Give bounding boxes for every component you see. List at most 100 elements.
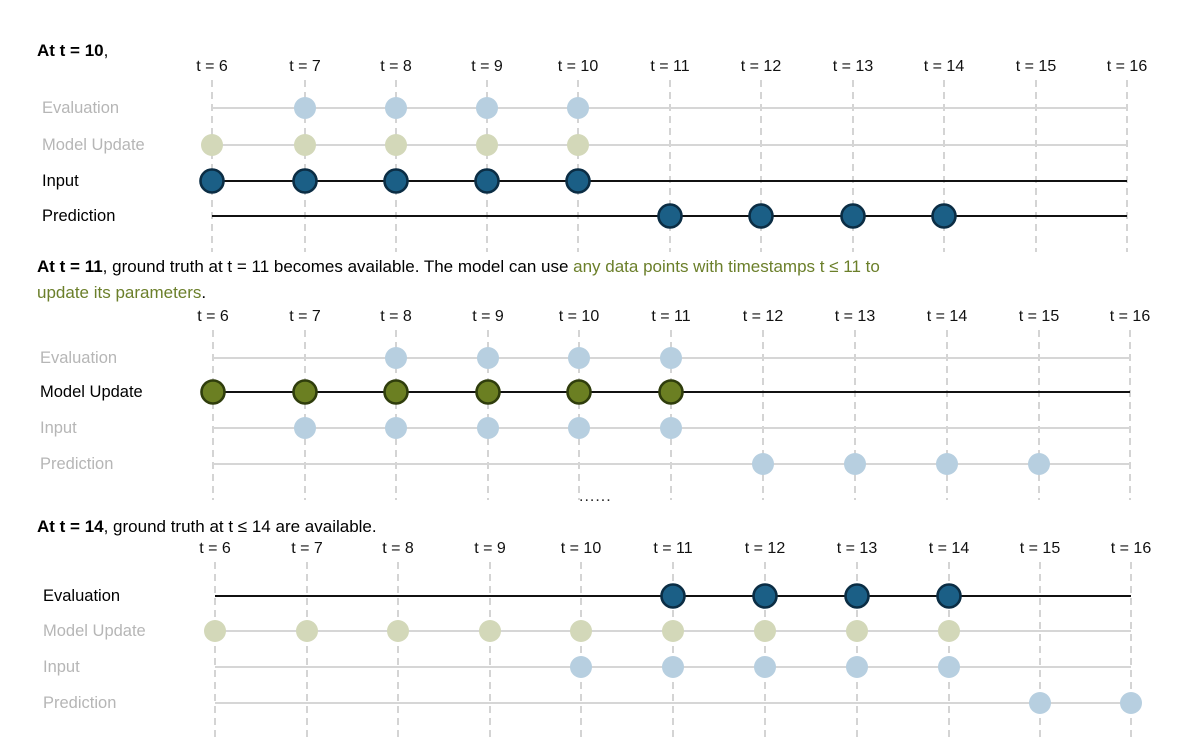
tick-label: t = 16: [1110, 308, 1151, 325]
ellipsis: ......: [579, 488, 612, 505]
data-point: [938, 620, 960, 642]
tick-label: t = 7: [291, 540, 323, 557]
tick-label: t = 16: [1111, 540, 1152, 557]
tick-label: t = 14: [924, 58, 965, 75]
data-point: [844, 583, 870, 609]
data-point: [477, 417, 499, 439]
row-label: Prediction: [40, 455, 113, 473]
data-point: [570, 620, 592, 642]
row-label: Evaluation: [42, 99, 119, 117]
data-point: [385, 347, 407, 369]
tick-label: t = 10: [558, 58, 599, 75]
data-point: [474, 168, 500, 194]
tick-label: t = 6: [196, 58, 228, 75]
data-point: [294, 134, 316, 156]
data-point: [204, 620, 226, 642]
data-point: [565, 168, 591, 194]
tick-label: t = 13: [833, 58, 874, 75]
data-point: [476, 134, 498, 156]
data-point: [294, 417, 316, 439]
tick-label: t = 15: [1016, 58, 1057, 75]
row-label: Input: [42, 172, 79, 190]
tick-label: t = 6: [199, 540, 231, 557]
tick-label: t = 13: [835, 308, 876, 325]
data-point: [660, 347, 682, 369]
data-point: [931, 203, 957, 229]
data-point: [292, 168, 318, 194]
data-point: [660, 417, 682, 439]
section-heading-t14: At t = 14, ground truth at t ≤ 14 are av…: [37, 517, 377, 536]
data-point: [568, 417, 590, 439]
data-point: [936, 583, 962, 609]
data-point: [662, 620, 684, 642]
tick-label: t = 7: [289, 308, 321, 325]
data-point: [754, 656, 776, 678]
tick-label: t = 9: [472, 308, 504, 325]
data-point: [657, 203, 683, 229]
tick-label: t = 7: [289, 58, 321, 75]
data-point: [385, 417, 407, 439]
data-point: [658, 379, 684, 405]
data-point: [1029, 692, 1051, 714]
data-point: [662, 656, 684, 678]
data-point: [383, 379, 409, 405]
data-point: [296, 620, 318, 642]
data-point: [385, 134, 407, 156]
data-point: [200, 379, 226, 405]
data-point: [199, 168, 225, 194]
data-point: [567, 97, 589, 119]
tick-label: t = 12: [743, 308, 784, 325]
data-point: [1120, 692, 1142, 714]
data-point: [846, 620, 868, 642]
tick-label: t = 13: [837, 540, 878, 557]
data-point: [840, 203, 866, 229]
tick-label: t = 11: [650, 58, 689, 75]
row-label: Evaluation: [43, 587, 120, 605]
row-label: Model Update: [43, 622, 146, 640]
data-point: [477, 347, 499, 369]
data-point: [752, 583, 778, 609]
tick-label: t = 9: [471, 58, 503, 75]
row-label: Model Update: [40, 383, 143, 401]
tick-label: t = 11: [653, 540, 692, 557]
tick-label: t = 6: [197, 308, 229, 325]
tick-label: t = 14: [927, 308, 968, 325]
tick-label: t = 8: [382, 540, 414, 557]
tick-label: t = 15: [1019, 308, 1060, 325]
row-label: Input: [43, 658, 80, 676]
data-point: [201, 134, 223, 156]
data-point: [385, 97, 407, 119]
data-point: [660, 583, 686, 609]
data-point: [754, 620, 776, 642]
tick-label: t = 10: [559, 308, 600, 325]
data-point: [475, 379, 501, 405]
data-point: [566, 379, 592, 405]
section-heading-t11: At t = 11, ground truth at t = 11 become…: [37, 257, 880, 302]
data-point: [387, 620, 409, 642]
tick-label: t = 8: [380, 58, 412, 75]
data-point: [938, 656, 960, 678]
row-label: Evaluation: [40, 349, 117, 367]
data-point: [294, 97, 316, 119]
row-label: Model Update: [42, 136, 145, 154]
data-point: [567, 134, 589, 156]
data-point: [479, 620, 501, 642]
tick-label: t = 10: [561, 540, 602, 557]
tick-label: t = 15: [1020, 540, 1061, 557]
tick-label: t = 12: [745, 540, 786, 557]
data-point: [846, 656, 868, 678]
tick-label: t = 11: [651, 308, 690, 325]
row-label: Input: [40, 419, 77, 437]
data-point: [568, 347, 590, 369]
data-point: [752, 453, 774, 475]
data-point: [936, 453, 958, 475]
tick-label: t = 14: [929, 540, 970, 557]
row-label: Prediction: [43, 694, 116, 712]
data-point: [1028, 453, 1050, 475]
data-point: [383, 168, 409, 194]
tick-label: t = 12: [741, 58, 782, 75]
tick-label: t = 16: [1107, 58, 1148, 75]
data-point: [570, 656, 592, 678]
